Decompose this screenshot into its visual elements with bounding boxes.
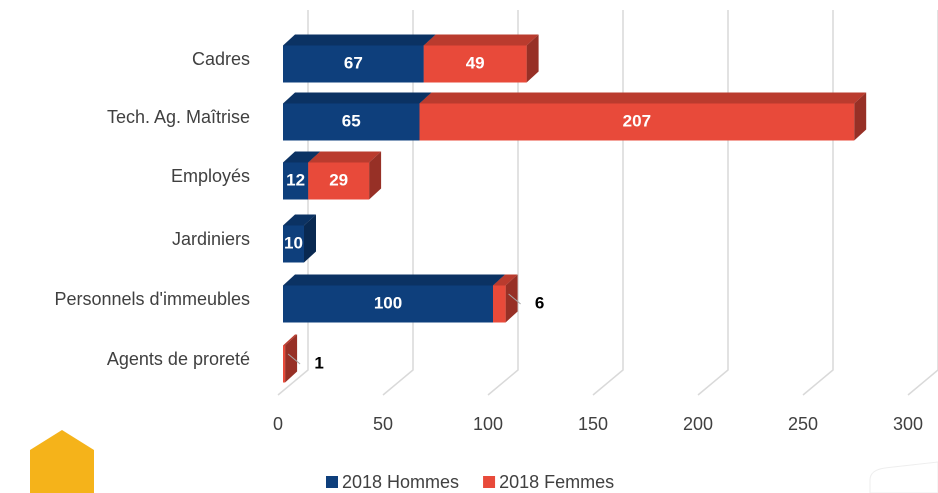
bar-front <box>283 162 309 200</box>
value-label: 10 <box>284 233 303 252</box>
bar-front <box>283 45 424 83</box>
value-label: 67 <box>344 53 363 72</box>
bar <box>283 274 505 323</box>
bar-side <box>304 214 316 263</box>
value-label: 29 <box>329 170 348 189</box>
bar-top <box>423 34 539 46</box>
bar-front <box>493 285 506 323</box>
grid-line <box>907 10 938 396</box>
grid-line <box>697 10 729 396</box>
value-label: 6 <box>535 293 544 312</box>
bar-front <box>283 285 493 323</box>
bar-side <box>505 274 518 323</box>
grid-line <box>802 10 834 396</box>
legend-label: 2018 Hommes <box>342 472 459 492</box>
leader-line <box>287 353 301 365</box>
bar <box>419 92 867 141</box>
legend-swatch <box>483 476 496 488</box>
bar-top <box>283 92 432 104</box>
value-label: 12 <box>286 170 305 189</box>
bar-side <box>285 334 298 383</box>
bar-side <box>854 92 867 141</box>
bar <box>493 274 518 323</box>
x-tick-label: 250 <box>788 414 818 434</box>
y-tick-label: Cadres <box>192 49 250 69</box>
y-tick-label: Employés <box>171 166 250 186</box>
y-tick-label: Tech. Ag. Maîtrise <box>107 107 250 127</box>
bar-front <box>283 225 304 263</box>
y-tick-label: Agents de proreté <box>107 349 250 369</box>
bar-top <box>308 151 382 163</box>
bar-front <box>283 103 420 141</box>
bar <box>308 151 382 200</box>
bar-top <box>283 214 316 226</box>
value-label: 1 <box>314 353 323 372</box>
bar-top <box>419 92 867 104</box>
bar-top <box>283 34 436 46</box>
x-tick-label: 100 <box>473 414 503 434</box>
y-tick-label: Personnels d'immeubles <box>54 289 250 309</box>
bar-side <box>526 34 539 83</box>
bar-side <box>369 151 382 200</box>
bar <box>423 34 539 83</box>
legend-swatch <box>326 476 338 488</box>
bar-top <box>283 334 298 346</box>
bar-top <box>283 151 321 163</box>
x-tick-label: 0 <box>273 414 283 434</box>
decoration <box>30 430 94 493</box>
value-label: 65 <box>342 111 361 130</box>
value-label: 49 <box>466 53 485 72</box>
bar-front <box>423 45 527 83</box>
x-tick-label: 300 <box>893 414 923 434</box>
legend-label: 2018 Femmes <box>499 472 614 492</box>
value-label: 207 <box>623 111 651 130</box>
bar-front <box>308 162 370 200</box>
bar-top <box>283 274 505 286</box>
leader-line <box>508 293 521 305</box>
x-tick-label: 150 <box>578 414 608 434</box>
value-label: 100 <box>374 293 402 312</box>
bar <box>283 214 316 263</box>
bar-top <box>493 274 518 286</box>
decoration <box>869 461 938 493</box>
bar-front <box>283 345 286 383</box>
y-tick-label: Jardiniers <box>172 229 250 249</box>
x-tick-label: 50 <box>373 414 393 434</box>
bar-front <box>419 103 855 141</box>
bar <box>283 334 298 383</box>
grid-line <box>592 10 624 396</box>
x-tick-label: 200 <box>683 414 713 434</box>
